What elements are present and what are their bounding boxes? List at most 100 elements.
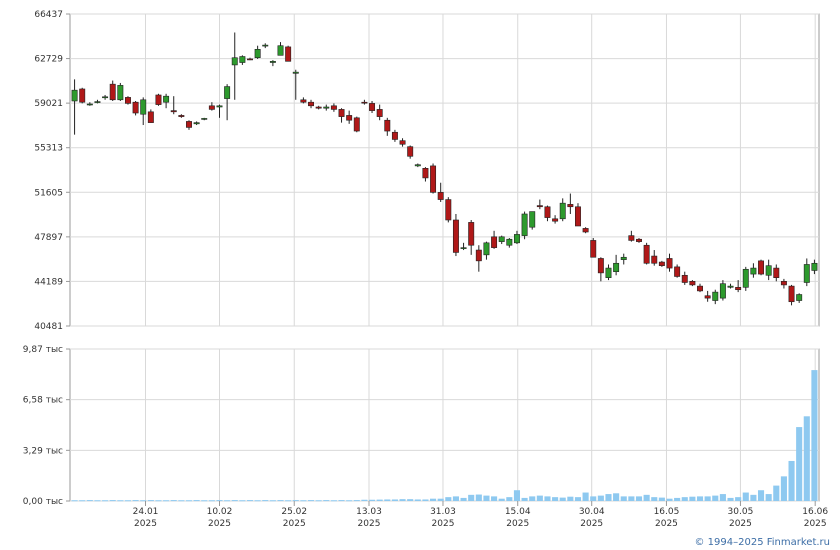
- candle: [216, 104, 223, 118]
- volume-bar: [330, 500, 337, 502]
- volume-bar: [117, 500, 124, 502]
- volume-bar: [811, 370, 818, 501]
- volume-bar-series: [71, 370, 818, 502]
- candle: [636, 238, 642, 243]
- candle-body-down: [147, 111, 154, 123]
- volume-bar: [681, 497, 688, 501]
- volume-bar: [231, 500, 238, 502]
- price-y-axis: 66437 62729 59021 55313 51605 47897 44189 40481: [34, 10, 70, 332]
- candle-body-down: [330, 105, 337, 110]
- candle: [186, 120, 192, 130]
- volume-bar: [590, 496, 597, 501]
- candle-body-up: [292, 71, 299, 74]
- candle: [239, 55, 246, 65]
- candle-body-down: [407, 146, 414, 157]
- candle-body-down: [780, 280, 787, 286]
- volume-bar: [689, 496, 696, 501]
- copyright-link[interactable]: © 1994–2025 Finmarket.ru: [694, 537, 830, 548]
- date-tick-year: 2025: [506, 519, 529, 529]
- candle-body-down: [590, 240, 597, 258]
- volume-bar: [597, 495, 604, 501]
- candle-body-down: [788, 285, 795, 303]
- candle-body-up: [620, 256, 627, 260]
- volume-bar: [727, 497, 734, 501]
- volume-bar: [239, 500, 246, 502]
- candle-body-down: [353, 117, 360, 132]
- volume-bar: [384, 499, 391, 501]
- price-tick-label: 40481: [34, 322, 63, 332]
- date-tick-label: 16.06: [802, 507, 828, 517]
- candle-body-down: [536, 205, 543, 208]
- candle: [247, 57, 253, 61]
- candle: [330, 103, 337, 112]
- candle-body-up: [323, 106, 330, 109]
- candle: [399, 138, 406, 147]
- candle-body-up: [86, 103, 93, 106]
- candle: [712, 289, 719, 305]
- candle: [513, 230, 520, 245]
- date-tick-year: 2025: [432, 519, 455, 529]
- candle-body-down: [468, 222, 475, 246]
- candle: [109, 80, 116, 101]
- price-tick-label: 47897: [34, 233, 63, 243]
- price-tick-label: 59021: [34, 99, 63, 109]
- candle-body-down: [697, 285, 703, 292]
- candle-body-up: [605, 267, 612, 278]
- candle: [719, 280, 726, 301]
- candle-body-down: [445, 199, 452, 221]
- candle: [102, 94, 109, 100]
- candle: [315, 105, 322, 110]
- volume-bar: [544, 496, 551, 501]
- date-tick-year: 2025: [804, 519, 827, 529]
- date-tick-year: 2025: [208, 519, 231, 529]
- candle: [86, 102, 93, 106]
- volume-bar: [208, 500, 215, 502]
- candle: [620, 253, 627, 265]
- candle: [483, 241, 490, 260]
- volume-bar: [300, 500, 307, 502]
- candle-body-up: [94, 101, 101, 103]
- candle: [597, 257, 604, 282]
- price-tick-label: 62729: [34, 55, 63, 65]
- volume-bar: [620, 496, 627, 501]
- volume-panel: 9,87 тыс 6,58 тыс 3,29 тыс 0,00 тыс 24.01 20…: [23, 345, 829, 529]
- candle: [582, 227, 589, 234]
- candle-body-up: [529, 211, 536, 228]
- candle: [163, 93, 170, 109]
- candle-body-up: [742, 268, 749, 288]
- candle: [742, 266, 749, 291]
- candle: [536, 199, 543, 210]
- candle: [79, 87, 86, 104]
- candle-body-down: [674, 266, 681, 277]
- price-tick-label: 44189: [34, 277, 63, 287]
- volume-bar: [574, 497, 582, 501]
- candle-body-up: [559, 202, 566, 220]
- candle: [529, 211, 536, 230]
- volume-bar: [407, 499, 414, 501]
- candle: [628, 230, 635, 242]
- candle: [132, 100, 139, 116]
- volume-bar: [414, 499, 421, 501]
- candle-body-up: [231, 57, 238, 66]
- candle: [559, 198, 566, 222]
- candle: [567, 193, 574, 214]
- candle: [658, 260, 665, 267]
- candle-body-down: [369, 103, 376, 111]
- candle: [193, 121, 200, 126]
- candle: [750, 263, 757, 278]
- volume-bar: [437, 498, 444, 501]
- candle: [178, 114, 185, 118]
- volume-bar: [750, 494, 757, 501]
- volume-bar: [658, 497, 665, 501]
- price-tick-label: 51605: [34, 188, 63, 198]
- volume-bar: [666, 498, 673, 501]
- volume-bar: [468, 494, 475, 501]
- candle: [308, 99, 314, 109]
- date-tick-year: 2025: [134, 519, 157, 529]
- volume-bar: [498, 498, 505, 501]
- candle: [552, 215, 559, 224]
- volume-bar: [422, 499, 429, 501]
- candle-body-down: [658, 261, 665, 266]
- candle-body-down: [391, 131, 398, 140]
- candle-body-down: [666, 258, 673, 269]
